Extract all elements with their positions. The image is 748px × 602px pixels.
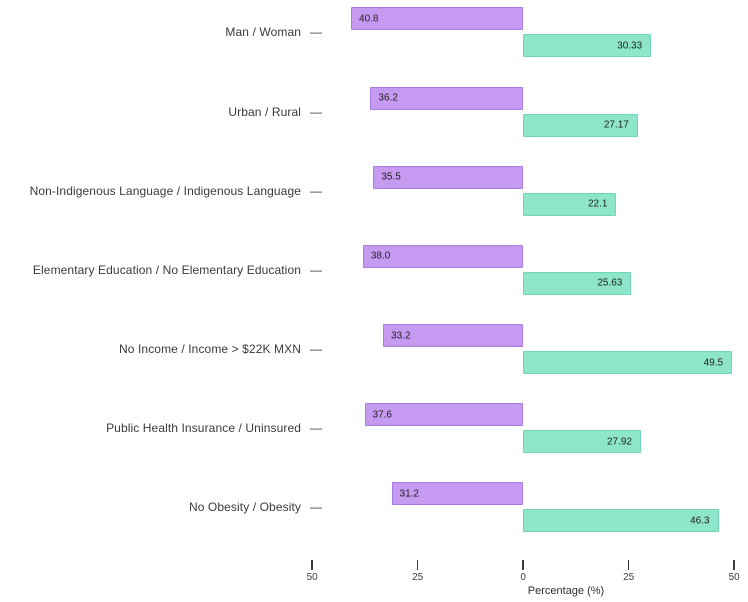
bar-value-label: 35.5: [381, 171, 401, 183]
bar-value-label: 40.8: [359, 13, 379, 25]
bar-value-label: 30.33: [617, 40, 643, 52]
bar-value-label: 27.92: [606, 436, 632, 448]
y-tick-dash: —: [310, 104, 322, 119]
x-tick-label: 50: [728, 572, 740, 583]
bar-left: 38.0: [362, 244, 524, 268]
bar-right: 25.63: [523, 271, 632, 295]
bar-right: 30.33: [523, 34, 652, 58]
category-label: No Income / Income > $22K MXN: [119, 342, 301, 357]
bar-right: 27.17: [523, 113, 638, 137]
x-tick: [416, 560, 419, 570]
category-row: Non-Indigenous Language / Indigenous Lan…: [30, 182, 322, 200]
bar-left: 33.2: [383, 324, 524, 348]
bar-right: 22.1: [523, 192, 617, 216]
bar-value-label: 31.2: [399, 488, 419, 500]
bar-right: 27.92: [523, 430, 641, 454]
category-label: No Obesity / Obesity: [188, 500, 301, 515]
category-label: Non-Indigenous Language / Indigenous Lan…: [29, 183, 301, 198]
y-tick-dash: —: [310, 262, 322, 277]
bar-left: 31.2: [391, 482, 524, 506]
x-tick: [522, 560, 524, 570]
x-tick: [311, 560, 313, 570]
x-tick: [733, 560, 735, 570]
bar-left: 40.8: [351, 7, 524, 31]
bar-value-label: 37.6: [372, 409, 392, 421]
x-axis-title: Percentage (%): [527, 585, 605, 597]
y-tick-dash: —: [310, 421, 322, 436]
category-label: Public Health Insurance / Uninsured: [106, 421, 301, 436]
bar-left: 36.2: [370, 86, 524, 110]
category-label: Urban / Rural: [228, 104, 301, 119]
bar-right: 46.3: [523, 509, 719, 533]
category-label: Elementary Education / No Elementary Edu…: [32, 262, 301, 277]
bar-value-label: 38.0: [370, 250, 391, 262]
x-tick-label: 0: [520, 572, 526, 583]
x-tick: [627, 560, 630, 570]
x-tick-label: 25: [623, 572, 635, 583]
bar-left: 35.5: [373, 165, 524, 189]
bar-right: 49.5: [523, 351, 733, 375]
bar-value-label: 33.2: [391, 330, 411, 342]
bar-value-label: 49.5: [703, 357, 724, 369]
category-row: Urban / Rural —: [228, 103, 322, 121]
x-tick-label: 50: [306, 572, 318, 583]
bar-value-label: 25.63: [597, 277, 623, 289]
bar-value-label: 27.17: [603, 119, 629, 131]
y-tick-dash: —: [310, 183, 322, 198]
category-row: No Obesity / Obesity —: [189, 498, 322, 516]
category-label: Man / Woman: [225, 25, 301, 40]
category-row: Elementary Education / No Elementary Edu…: [33, 261, 322, 279]
bar-left: 37.6: [364, 403, 524, 427]
x-tick-label: 25: [412, 572, 424, 583]
bar-value-label: 22.1: [587, 198, 608, 210]
category-row: Man / Woman —: [225, 23, 322, 41]
y-tick-dash: —: [310, 25, 322, 40]
category-row: Public Health Insurance / Uninsured —: [106, 419, 322, 437]
y-tick-dash: —: [310, 342, 322, 357]
category-row: No Income / Income > $22K MXN —: [119, 340, 322, 358]
bar-value-label: 46.3: [690, 515, 710, 527]
bar-value-label: 36.2: [378, 92, 398, 104]
y-tick-dash: —: [310, 500, 322, 515]
